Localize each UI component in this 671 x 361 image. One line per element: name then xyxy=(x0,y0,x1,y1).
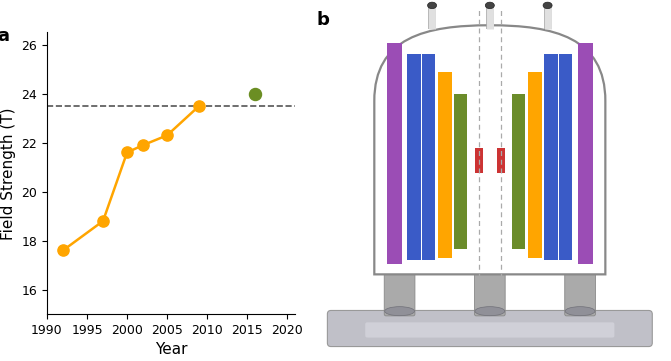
Bar xyxy=(512,94,525,249)
Text: b: b xyxy=(317,11,329,29)
Point xyxy=(138,142,148,148)
Point xyxy=(121,149,132,155)
PathPatch shape xyxy=(374,25,605,274)
Bar xyxy=(386,43,402,264)
Bar xyxy=(497,148,505,173)
Ellipse shape xyxy=(485,2,495,9)
Bar xyxy=(544,54,558,260)
Bar xyxy=(407,54,421,260)
Point xyxy=(58,248,68,253)
Point xyxy=(250,91,260,97)
Bar xyxy=(559,54,572,260)
Bar xyxy=(438,72,452,258)
FancyBboxPatch shape xyxy=(365,322,615,338)
Y-axis label: Field Strength (T): Field Strength (T) xyxy=(1,107,16,240)
FancyBboxPatch shape xyxy=(384,264,415,316)
Ellipse shape xyxy=(475,306,505,316)
Bar xyxy=(421,54,435,260)
Bar xyxy=(475,148,483,173)
Ellipse shape xyxy=(565,306,595,316)
Ellipse shape xyxy=(384,306,415,316)
Bar xyxy=(578,43,593,264)
Point xyxy=(162,132,172,138)
Ellipse shape xyxy=(543,2,552,9)
X-axis label: Year: Year xyxy=(155,342,187,357)
Point xyxy=(194,103,205,109)
FancyBboxPatch shape xyxy=(474,264,505,316)
Bar xyxy=(528,72,541,258)
FancyBboxPatch shape xyxy=(327,310,652,347)
Ellipse shape xyxy=(427,2,437,9)
FancyBboxPatch shape xyxy=(565,264,595,316)
Text: a: a xyxy=(0,27,9,45)
Point xyxy=(98,218,109,224)
Bar xyxy=(454,94,468,249)
